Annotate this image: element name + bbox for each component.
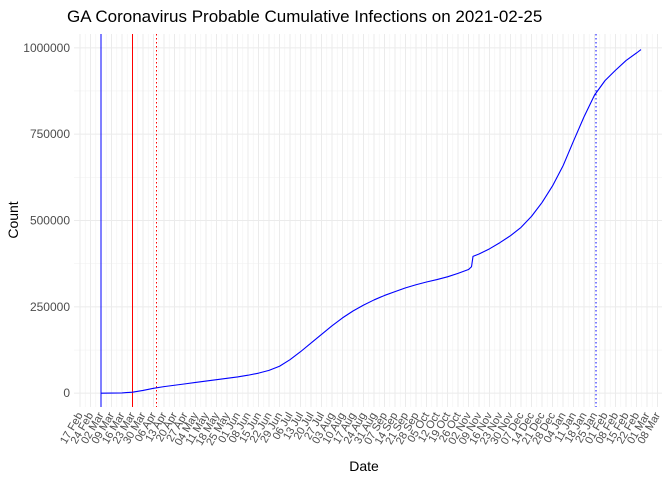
series-lines bbox=[100, 49, 642, 394]
y-tick-label: 500000 bbox=[30, 214, 70, 228]
y-tick-label: 1000000 bbox=[23, 41, 70, 55]
y-axis-ticks: 0 250000 500000 750000 1000000 bbox=[23, 41, 70, 400]
y-tick-label: 0 bbox=[63, 386, 70, 400]
major-gridlines bbox=[74, 34, 662, 407]
y-tick-label: 250000 bbox=[30, 300, 70, 314]
chart-title: GA Coronavirus Probable Cumulative Infec… bbox=[67, 7, 542, 26]
series-line bbox=[100, 49, 642, 394]
y-axis-title: Count bbox=[5, 201, 21, 238]
y-tick-label: 750000 bbox=[30, 127, 70, 141]
reference-lines bbox=[100, 34, 597, 407]
x-axis-title: Date bbox=[349, 458, 379, 474]
